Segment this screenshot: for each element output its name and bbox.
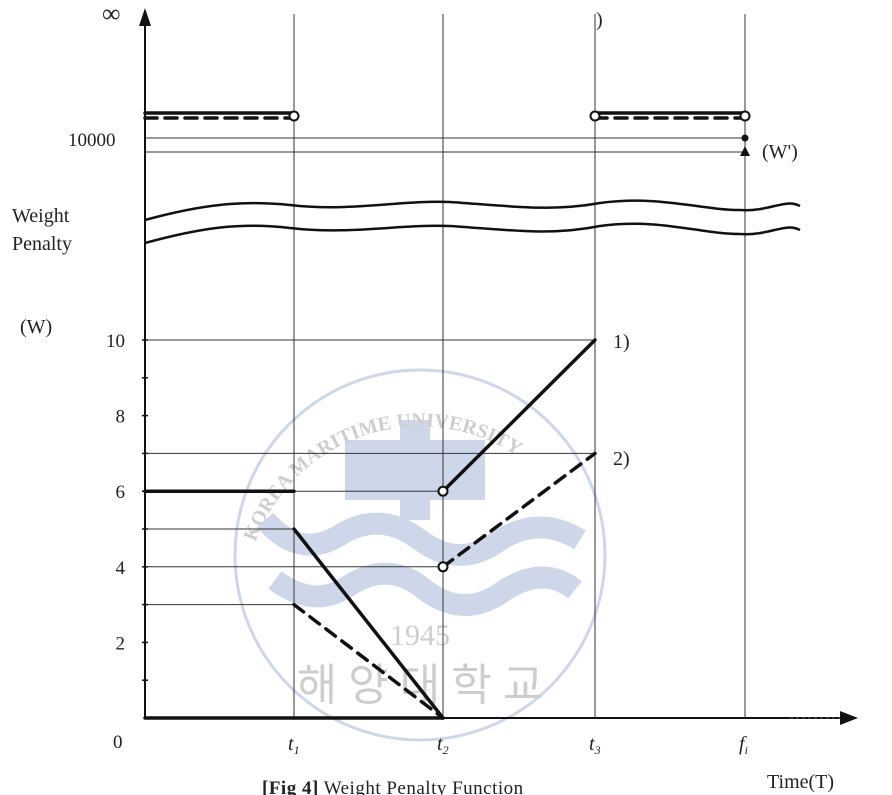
series-1-segment-2 (292, 527, 445, 720)
time-gridlines (293, 14, 746, 718)
caption-fig-number: [Fig 4] (262, 778, 319, 795)
y-label-unit: (W) (20, 316, 52, 338)
value-gridlines (145, 137, 745, 606)
series-1-open-start-3 (437, 485, 449, 497)
x-tick-t2: t2 (437, 733, 449, 757)
x-tick-fi: fi (739, 733, 748, 757)
axis-break-lower (144, 222, 801, 245)
x-tick-t3: t3 (589, 733, 601, 757)
series-2-segment-1 (292, 602, 445, 720)
x-tick-labels: t1 t2 t3 fi (288, 733, 748, 757)
university-seal-watermark: KOREA MARITIME UNIVERSITY 1945 해 양 대 학 교 (233, 368, 607, 742)
y-tick-4: 4 (116, 558, 126, 579)
open-point-fi-high (739, 110, 751, 122)
origin-label: 0 (113, 732, 123, 753)
series-layer (143, 110, 751, 720)
y-tick-labels: 2 4 6 8 10 (106, 331, 126, 654)
axis-break-upper (144, 199, 801, 222)
series-1-label: 1) (613, 331, 630, 353)
right-annotation: (W') (762, 141, 798, 163)
y-tick-10000: 10000 (68, 130, 116, 151)
watermark-korean: 해 양 대 학 교 (297, 661, 543, 710)
y-minor-ticks (142, 339, 148, 681)
y-label-weight: Weight (12, 205, 70, 227)
y-tick-6: 6 (116, 482, 126, 503)
series-1-end-dot (741, 134, 749, 142)
svg-text:[Fig 4] Weight Penalty Functio: [Fig 4] Weight Penalty Function (262, 778, 524, 795)
top-mark: ) (596, 9, 603, 31)
y-tick-10: 10 (106, 331, 125, 352)
series-2-label: 2) (613, 448, 630, 470)
infinity-label: ∞ (102, 0, 121, 28)
x-tick-t1: t1 (288, 733, 300, 757)
watermark-year: 1945 (390, 619, 450, 652)
open-point-t1-high (288, 110, 300, 122)
x-axis-arrow (840, 711, 858, 725)
y-tick-8: 8 (116, 407, 126, 428)
series-2-open-start-2 (437, 561, 449, 573)
series-2-segment-2 (441, 451, 597, 569)
series-1-segment-3 (441, 338, 597, 493)
y-axis-arrow (139, 8, 151, 26)
y-tick-2: 2 (116, 633, 126, 654)
y-label-penalty: Penalty (12, 233, 72, 255)
series-2-end-triangle (740, 146, 750, 156)
open-point-t3-high (589, 110, 601, 122)
figure-caption: [Fig 4] Weight Penalty Function (262, 778, 524, 795)
caption-title: Weight Penalty Function (319, 778, 524, 795)
x-axis-label: Time(T) (767, 771, 834, 793)
